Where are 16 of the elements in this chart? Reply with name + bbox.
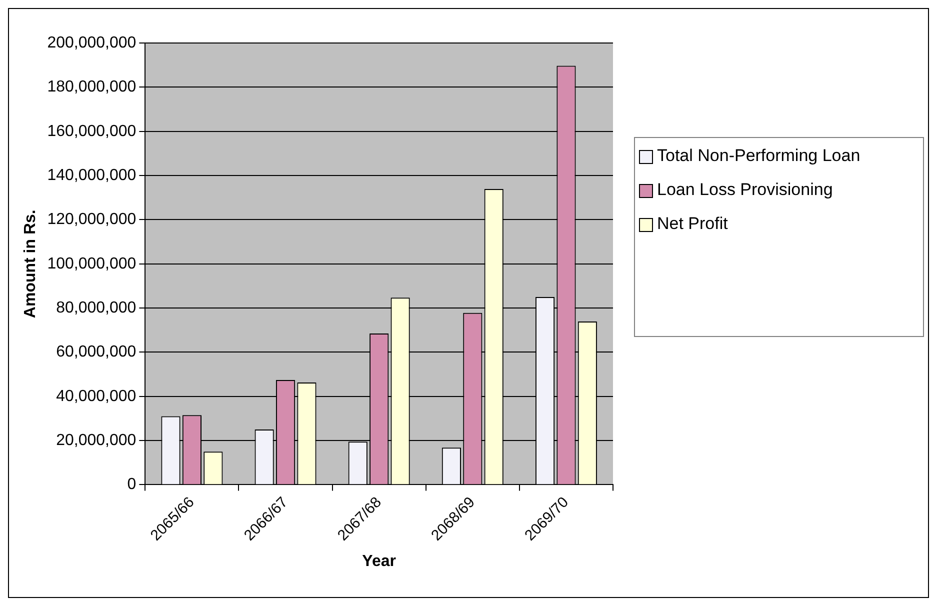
y-tick-label: 60,000,000 bbox=[56, 344, 136, 361]
y-tick-label: 120,000,000 bbox=[47, 211, 136, 228]
x-axis-title: Year bbox=[362, 552, 396, 570]
legend-label: Net Profit bbox=[657, 214, 729, 234]
y-tick-label: 100,000,000 bbox=[47, 255, 136, 272]
y-tick-label: 140,000,000 bbox=[47, 166, 136, 184]
y-tick-label: 0 bbox=[127, 476, 136, 494]
y-tick-label: 20,000,000 bbox=[56, 432, 136, 449]
y-tick-label: 40,000,000 bbox=[56, 388, 136, 405]
y-tick-label: 180,000,000 bbox=[47, 78, 136, 96]
y-tick-label: 160,000,000 bbox=[47, 122, 136, 140]
legend-label: Loan Loss Provisioning bbox=[657, 180, 834, 200]
y-axis-title: Amount in Rs. bbox=[22, 210, 40, 318]
y-tick-label: 80,000,000 bbox=[56, 299, 136, 316]
legend-label: Total Non-Performing Loan bbox=[657, 146, 862, 166]
y-tick-label: 200,000,000 bbox=[47, 34, 136, 52]
